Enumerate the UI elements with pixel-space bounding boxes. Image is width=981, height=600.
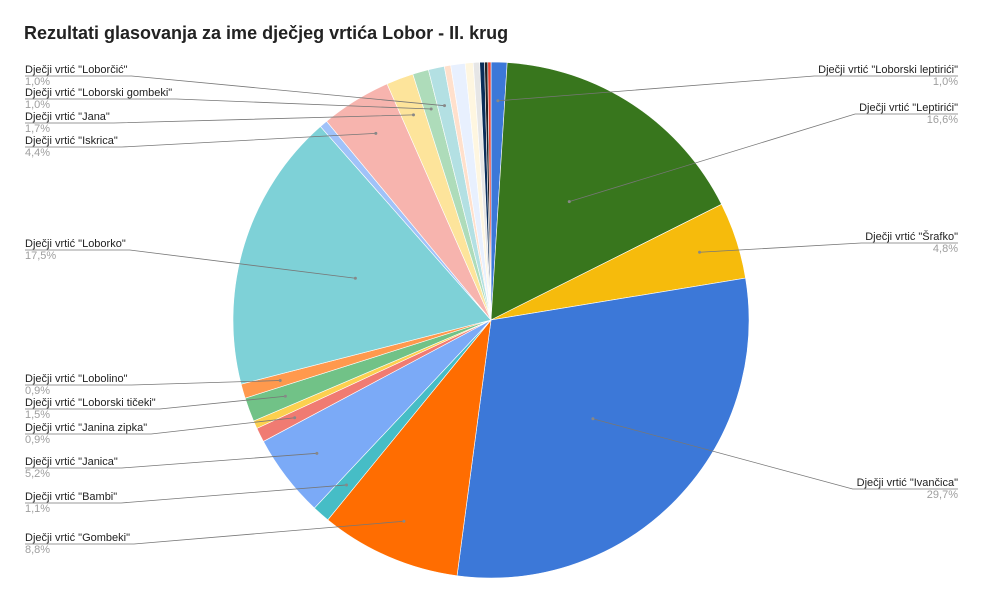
leader-dot	[315, 451, 319, 455]
leader-line	[25, 249, 356, 279]
value-label: 0,9%	[25, 385, 50, 397]
category-label: Dječji vrtić "Janica"	[25, 456, 118, 468]
leader-dot	[344, 483, 348, 487]
leader-dot	[698, 250, 702, 254]
category-label: Dječji vrtić "Ivančica"	[857, 477, 958, 489]
leader-line	[25, 452, 317, 469]
leader-dot	[283, 394, 287, 398]
category-label: Dječji vrtić "Šrafko"	[865, 230, 958, 243]
category-label: Dječji vrtić "Janina zipka"	[25, 422, 147, 434]
leader-line	[497, 75, 958, 102]
leader-dot	[567, 200, 571, 204]
value-label: 1,0%	[933, 76, 958, 88]
value-label: 1,1%	[25, 503, 50, 515]
leader-line	[592, 418, 958, 490]
value-label: 29,7%	[927, 489, 958, 501]
category-label: Dječji vrtić "Jana"	[25, 111, 110, 123]
leader-line	[25, 520, 404, 545]
category-label: Dječji vrtić "Iskrica"	[25, 135, 118, 147]
value-label: 4,4%	[25, 147, 50, 159]
pie-slice	[490, 62, 723, 321]
leader-line	[569, 113, 958, 203]
leader-dot	[293, 416, 297, 420]
chart-title: Rezultati glasovanja za ime dječjeg vrti…	[24, 23, 508, 43]
leader-line	[25, 132, 376, 148]
pie-slice	[232, 126, 492, 385]
category-label: Dječji vrtić "Loborčić"	[25, 64, 128, 76]
leader-dot	[591, 417, 595, 421]
leader-line	[25, 417, 295, 435]
leader-line	[25, 395, 286, 410]
category-label: Dječji vrtić "Loborski leptirići"	[818, 64, 958, 76]
value-label: 4,8%	[933, 243, 958, 255]
leader-dot	[429, 107, 433, 111]
leader-line	[25, 75, 445, 107]
leader-line	[699, 242, 958, 253]
pie-slice	[327, 318, 492, 577]
category-label: Dječji vrtić "Loborski gombeki"	[25, 87, 172, 99]
leader-dot	[443, 104, 447, 108]
category-label: Dječji vrtić "Bambi"	[25, 491, 117, 503]
leader-dot	[353, 276, 357, 280]
leader-dot	[402, 519, 406, 523]
leader-dot	[278, 379, 282, 383]
value-label: 17,5%	[25, 250, 56, 262]
value-label: 5,2%	[25, 468, 50, 480]
pie-slice	[456, 277, 750, 579]
value-label: 1,5%	[25, 409, 50, 421]
leader-line	[25, 114, 414, 124]
leader-dot	[496, 99, 500, 103]
category-label: Dječji vrtić "Loborko"	[25, 238, 126, 250]
value-label: 8,8%	[25, 544, 50, 556]
category-label: Dječji vrtić "Leptirići"	[859, 102, 958, 114]
category-label: Dječji vrtić "Gombeki"	[25, 532, 130, 544]
leader-line	[25, 484, 347, 504]
leader-line	[25, 380, 281, 386]
value-label: 16,6%	[927, 114, 958, 126]
value-label: 1,7%	[25, 123, 50, 135]
value-label: 0,9%	[25, 434, 50, 446]
leader-dot	[374, 131, 378, 135]
leader-dot	[411, 113, 415, 117]
leader-line	[25, 98, 432, 110]
value-label: 1,0%	[25, 76, 50, 88]
pie-slice	[487, 61, 492, 321]
category-label: Dječji vrtić "Loborski tičeki"	[25, 397, 156, 409]
value-label: 1,0%	[25, 99, 50, 111]
category-label: Dječji vrtić "Lobolino"	[25, 373, 128, 385]
